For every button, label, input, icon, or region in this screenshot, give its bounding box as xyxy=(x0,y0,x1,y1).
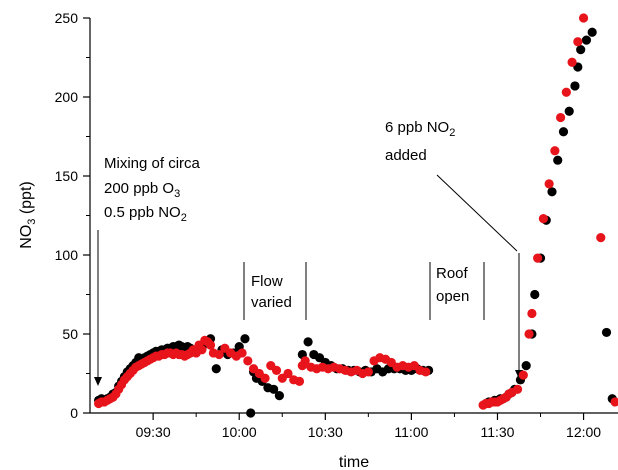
y-tick-label: 200 xyxy=(55,89,79,105)
data-point xyxy=(587,27,597,37)
data-point xyxy=(421,367,431,377)
x-tick-label: 11:00 xyxy=(394,424,428,440)
data-point xyxy=(303,337,313,347)
data-point xyxy=(570,81,580,91)
flow-line-2: varied xyxy=(251,294,292,311)
data-point xyxy=(524,329,534,339)
y-tick-label: 0 xyxy=(70,405,78,421)
x-tick-label: 11:30 xyxy=(480,424,514,440)
data-point xyxy=(544,179,554,189)
mixing-line-1: Mixing of circa xyxy=(104,155,201,172)
data-point xyxy=(211,364,221,374)
data-point xyxy=(567,57,577,67)
data-point xyxy=(214,349,224,360)
data-point xyxy=(197,345,207,355)
flow-varied-annotation: Flow varied xyxy=(243,262,307,320)
data-point xyxy=(300,356,310,366)
data-point xyxy=(240,334,250,344)
data-point xyxy=(274,391,284,401)
data-point xyxy=(363,367,373,377)
data-point xyxy=(283,368,293,379)
data-point xyxy=(538,214,548,224)
data-point xyxy=(596,233,606,243)
x-axis-label: time xyxy=(339,454,369,470)
y-axis-label: NO3 (ppt) xyxy=(18,181,38,248)
y-tick-label: 150 xyxy=(55,168,79,184)
data-point xyxy=(260,373,270,383)
no2-line-1: 6 ppb NO2 xyxy=(385,119,455,139)
data-point xyxy=(246,408,256,418)
roof-open-annotation: Roof open xyxy=(429,262,485,320)
data-point xyxy=(601,327,612,338)
data-point xyxy=(576,45,586,55)
data-point xyxy=(550,146,560,156)
data-point xyxy=(553,155,563,165)
x-tick-label: 10:30 xyxy=(308,424,343,440)
y-tick-label: 100 xyxy=(55,247,79,263)
data-point xyxy=(512,384,523,394)
data-point xyxy=(558,127,569,137)
no2-line-2: added xyxy=(385,147,427,164)
mixing-line-3: 0.5 ppb NO2 xyxy=(104,204,187,224)
data-point xyxy=(527,308,537,319)
y-ticks: 0 50 100 150 200 250 xyxy=(55,10,90,421)
data-point xyxy=(205,340,216,350)
data-point xyxy=(269,384,279,394)
data-point xyxy=(518,370,528,380)
data-point xyxy=(294,376,305,386)
data-point xyxy=(533,253,543,263)
x-tick-label: 09:30 xyxy=(136,424,171,440)
data-point xyxy=(573,37,583,47)
series-1 xyxy=(94,13,618,410)
data-point xyxy=(610,397,618,407)
x-ticks: 09:30 10:00 10:30 11:00 11:30 12:00 xyxy=(136,413,601,440)
y-tick-label: 50 xyxy=(62,326,78,342)
data-point xyxy=(547,187,557,197)
series-0 xyxy=(94,27,617,418)
no2-pointer-line xyxy=(436,174,518,252)
roof-line-2: open xyxy=(436,288,469,305)
y-tick-label: 250 xyxy=(55,10,79,26)
data-point xyxy=(581,35,592,45)
data-point xyxy=(561,87,571,97)
x-tick-label: 10:00 xyxy=(222,424,257,440)
data-point xyxy=(243,356,253,366)
data-point xyxy=(530,289,540,300)
data-point xyxy=(521,361,531,371)
data-point xyxy=(556,112,566,123)
mixing-arrow-head xyxy=(94,377,102,386)
data-points xyxy=(94,13,618,418)
mixing-line-2: 200 ppb O3 xyxy=(104,180,180,200)
data-point xyxy=(564,106,574,116)
data-point xyxy=(237,348,247,358)
data-point xyxy=(271,365,282,375)
no2-added-annotation: 6 ppb NO2 added xyxy=(385,119,523,379)
data-point xyxy=(578,13,589,23)
x-tick-label: 12:00 xyxy=(566,424,601,440)
flow-line-1: Flow xyxy=(251,273,283,290)
roof-line-1: Roof xyxy=(436,265,469,282)
mixing-annotation: Mixing of circa 200 ppb O3 0.5 ppb NO2 xyxy=(94,155,201,386)
